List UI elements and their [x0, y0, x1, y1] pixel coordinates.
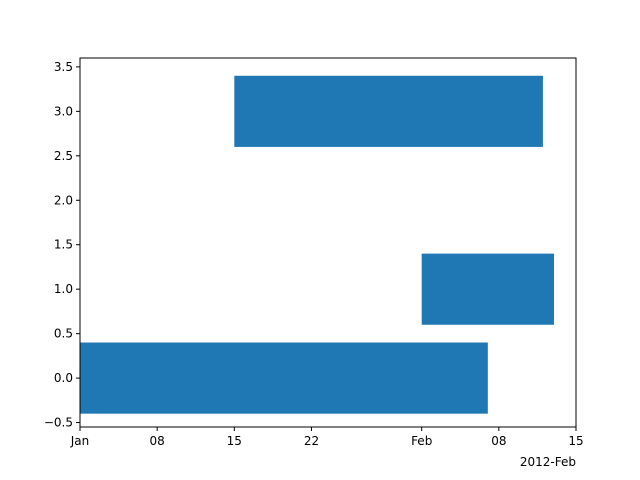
y-tick-label-7: 3.0	[54, 104, 73, 118]
x-axis-offset-label: 2012-Feb	[520, 455, 576, 469]
x-tick-label-6: 15	[568, 434, 583, 448]
y-tick-label-2: 0.5	[54, 327, 73, 341]
y-tick-label-5: 2.0	[54, 193, 73, 207]
x-tick-label-3: 22	[304, 434, 319, 448]
y-tick-label-0: −0.5	[44, 416, 73, 430]
y-tick-label-8: 3.5	[54, 60, 73, 74]
x-tick-label-0: Jan	[70, 434, 90, 448]
bar-2	[234, 75, 543, 147]
plot-area-frame	[79, 57, 577, 428]
y-tick-label-4: 1.5	[54, 238, 73, 252]
bars-layer	[80, 75, 554, 414]
y-tick-label-6: 2.5	[54, 149, 73, 163]
x-tick-label-4: Feb	[411, 434, 432, 448]
x-tick-label-2: 15	[227, 434, 242, 448]
x-tick-label-1: 08	[150, 434, 165, 448]
x-tick-label-5: 08	[491, 434, 506, 448]
x-axis-ticks: Jan 08 15 22 Feb 08 15	[70, 427, 584, 448]
y-tick-label-3: 1.0	[54, 282, 73, 296]
bar-1	[421, 253, 554, 325]
y-axis-ticks: −0.5 0.0 0.5 1.0 1.5 2.0 2.5 3.0 3.5	[44, 60, 80, 430]
bar-0	[80, 342, 488, 414]
y-tick-label-1: 0.0	[54, 371, 73, 385]
